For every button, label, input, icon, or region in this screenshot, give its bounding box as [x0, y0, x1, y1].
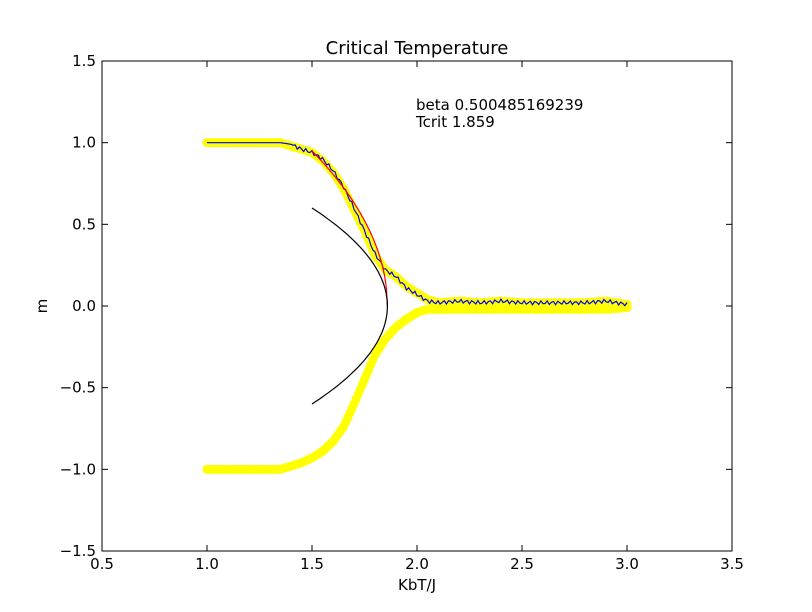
- x-tick-label: 2.5: [510, 555, 534, 573]
- tcrit-annotation: Tcrit 1.859: [415, 113, 495, 131]
- fit-curve: [311, 150, 388, 307]
- y-tick-label: −0.5: [60, 379, 96, 397]
- axes-ticks: 0.5 1.0 1.5 2.0 2.5 3.0 3.5 1.5 1.0 0.5 0.0 −0.5 −1.…: [60, 52, 744, 573]
- y-tick-label: 0.5: [72, 215, 96, 233]
- x-axis-label: KbT/J: [398, 576, 436, 594]
- y-tick-label: 1.0: [72, 134, 96, 152]
- y-tick-label: −1.5: [60, 542, 96, 560]
- y-axis-label: m: [33, 299, 51, 314]
- y-tick-label: 0.0: [72, 297, 96, 315]
- x-tick-label: 0.5: [90, 555, 114, 573]
- y-tick-label: 1.5: [72, 52, 96, 70]
- chart-marks: [202, 138, 632, 474]
- x-tick-label: 3.0: [615, 555, 639, 573]
- x-tick-label: 1.0: [195, 555, 219, 573]
- critical-curve: [311, 207, 389, 405]
- x-tick-label: 2.0: [405, 555, 429, 573]
- beta-annotation: beta 0.500485169239: [416, 96, 583, 114]
- x-tick-label: 3.5: [720, 555, 744, 573]
- magnetization-line: [207, 142, 628, 307]
- plot-frame: [101, 60, 733, 552]
- chart-title: Critical Temperature: [326, 38, 509, 59]
- y-tick-label: −1.0: [60, 460, 96, 478]
- x-tick-label: 1.5: [300, 555, 324, 573]
